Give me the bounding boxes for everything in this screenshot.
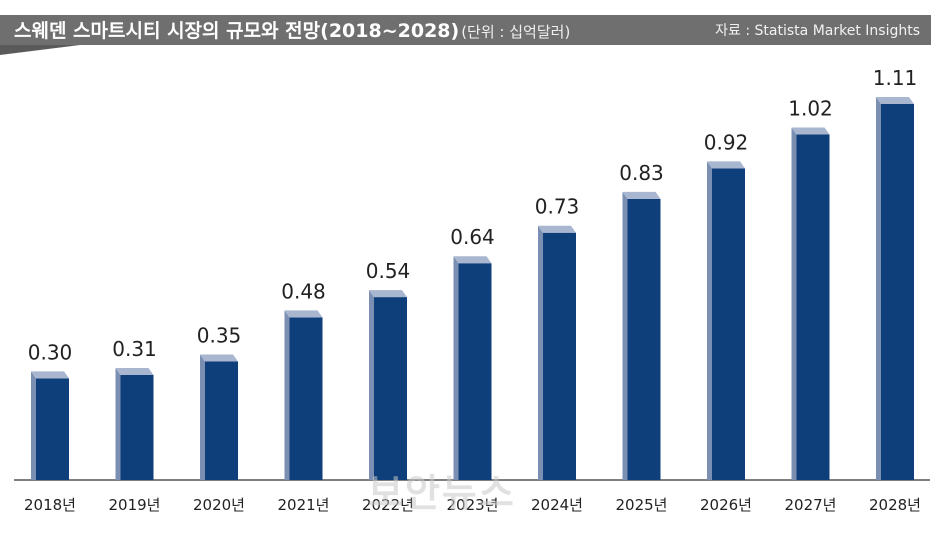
bar-front-4 [374, 297, 407, 480]
chart-title-text: 스웨덴 스마트시티 시장의 규모와 전망(2018~2028) [14, 20, 460, 42]
value-label-6: 0.73 [535, 195, 580, 219]
category-label-2: 2020년 [193, 496, 245, 514]
header-bar [0, 15, 931, 45]
value-label-1: 0.31 [112, 337, 157, 361]
value-label-8: 0.92 [704, 130, 749, 154]
unit-label: (단위 : 십억달러) [461, 23, 571, 41]
category-label-1: 2019년 [109, 496, 161, 514]
value-labels-group: 0.30 0.31 0.35 0.48 0.54 0.64 0.73 0.83 0.92 1.02… [28, 66, 918, 364]
bar-side-4 [369, 290, 374, 480]
bar-top-4 [369, 290, 407, 298]
bar-1 [115, 367, 154, 480]
bar-7 [622, 191, 661, 480]
value-label-2: 0.35 [197, 323, 242, 347]
bar-9 [791, 127, 830, 481]
bar-front-10 [881, 104, 914, 480]
year-labels-group: 2018년 2019년 2020년 2021년 2022년 2023년 2024년 2025년… [24, 496, 921, 514]
bar-0 [31, 371, 69, 480]
bar-top-5 [453, 256, 492, 264]
value-label-9: 1.02 [788, 96, 833, 120]
bar-front-1 [120, 374, 154, 480]
bar-front-0 [36, 378, 69, 480]
bar-top-7 [622, 191, 661, 199]
category-label-3: 2021년 [278, 496, 330, 514]
bar-side-0 [31, 371, 36, 480]
bar-5 [453, 256, 492, 480]
bar-top-8 [707, 161, 745, 169]
category-label-9: 2027년 [785, 496, 837, 514]
bar-8 [707, 161, 745, 481]
bar-side-2 [200, 354, 205, 480]
bar-front-3 [289, 317, 323, 480]
chart-title: 스웨덴 스마트시티 시장의 규모와 전망(2018~2028) (단위 : 십억달… [14, 18, 570, 44]
bar-side-1 [115, 367, 121, 480]
watermark: 보안뉴스 [368, 471, 516, 515]
bar-top-3 [284, 310, 323, 318]
bar-2 [200, 354, 238, 480]
category-label-10: 2028년 [869, 496, 921, 514]
bar-top-10 [876, 97, 914, 104]
bar-top-0 [31, 371, 69, 379]
bar-4 [369, 290, 407, 480]
bar-front-7 [627, 198, 661, 480]
bar-side-9 [791, 127, 797, 481]
bar-side-8 [707, 161, 712, 481]
category-label-6: 2024년 [531, 496, 583, 514]
bar-top-6 [538, 225, 576, 233]
category-label-8: 2026년 [700, 496, 752, 514]
value-label-0: 0.30 [28, 340, 73, 364]
value-label-3: 0.48 [281, 279, 326, 303]
bar-side-7 [622, 191, 628, 480]
bar-side-5 [453, 256, 459, 480]
bar-side-3 [284, 310, 290, 480]
bar-3 [284, 310, 323, 480]
bar-top-1 [115, 367, 154, 375]
bar-front-9 [796, 134, 830, 480]
bar-side-6 [538, 225, 543, 480]
bar-6 [538, 225, 576, 480]
value-label-7: 0.83 [619, 161, 664, 185]
category-label-5: 2023년 [447, 496, 499, 514]
category-label-7: 2025년 [616, 496, 668, 514]
bars-group [31, 97, 914, 481]
bar-10 [876, 97, 914, 480]
bar-top-9 [791, 127, 830, 135]
bar-front-5 [458, 263, 492, 480]
bar-front-8 [712, 168, 745, 481]
source-label: 자료 : Statista Market Insights [715, 23, 920, 39]
header-tab-decoration [0, 45, 80, 55]
bar-top-2 [200, 354, 238, 362]
category-label-0: 2018년 [24, 496, 76, 514]
bar-side-10 [876, 97, 881, 480]
value-label-10: 1.11 [873, 66, 918, 90]
value-label-5: 0.64 [450, 225, 495, 249]
value-label-4: 0.54 [366, 259, 411, 283]
category-label-4: 2022년 [362, 496, 414, 514]
bar-front-6 [543, 232, 576, 480]
bar-front-2 [205, 361, 238, 480]
